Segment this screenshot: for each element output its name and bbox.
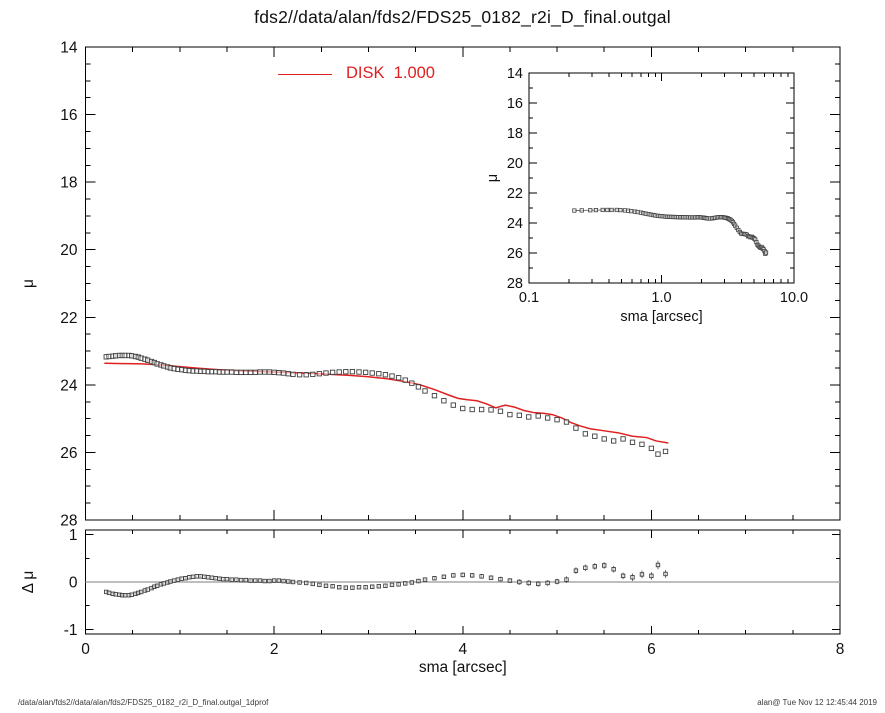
inset-plot: 0.1 1.0 10.0 14 16 18 20 22 24 26 28 μ sma [arcsec] bbox=[485, 66, 808, 325]
svg-text:1: 1 bbox=[69, 527, 78, 544]
svg-text:18: 18 bbox=[60, 175, 77, 192]
svg-text:1.0: 1.0 bbox=[651, 290, 671, 306]
svg-text:26: 26 bbox=[507, 246, 523, 262]
svg-text:20: 20 bbox=[60, 242, 78, 259]
footer-user-timestamp: alan@ Tue Nov 12 12:45:44 2019 bbox=[757, 698, 877, 707]
svg-text:10.0: 10.0 bbox=[780, 290, 808, 306]
svg-text:-1: -1 bbox=[64, 622, 78, 639]
svg-text:6: 6 bbox=[647, 641, 656, 658]
svg-text:18: 18 bbox=[507, 126, 523, 142]
main-y-axis-label: μ bbox=[20, 279, 37, 288]
svg-text:28: 28 bbox=[60, 513, 77, 530]
shared-x-axis-label: sma [arcsec] bbox=[419, 659, 507, 676]
inset-x-axis-label: sma [arcsec] bbox=[620, 309, 702, 325]
svg-text:26: 26 bbox=[60, 445, 77, 462]
svg-text:24: 24 bbox=[507, 216, 523, 232]
svg-text:0.1: 0.1 bbox=[519, 290, 539, 306]
svg-text:0: 0 bbox=[81, 641, 90, 658]
svg-text:14: 14 bbox=[60, 40, 78, 57]
inset-y-axis-label: μ bbox=[485, 174, 501, 182]
main-plot: 14 16 18 20 22 24 26 28 μ bbox=[20, 40, 841, 530]
observed-points bbox=[103, 352, 669, 457]
svg-text:22: 22 bbox=[60, 310, 77, 327]
svg-text:22: 22 bbox=[507, 186, 523, 202]
svg-text:20: 20 bbox=[507, 156, 523, 172]
legend-label: DISK 1.000 bbox=[346, 64, 435, 82]
svg-text:2: 2 bbox=[270, 641, 279, 658]
svg-text:4: 4 bbox=[458, 641, 467, 658]
residual-y-axis-label: Δ μ bbox=[20, 571, 37, 594]
page-title: fds2//data/alan/fds2/FDS25_0182_r2i_D_fi… bbox=[254, 7, 671, 27]
inset-observed-points bbox=[572, 207, 769, 256]
svg-text:0: 0 bbox=[69, 575, 78, 592]
legend: DISK 1.000 bbox=[278, 64, 435, 83]
svg-text:8: 8 bbox=[836, 641, 845, 658]
residual-points bbox=[104, 560, 668, 598]
svg-text:14: 14 bbox=[507, 66, 523, 82]
svg-text:16: 16 bbox=[60, 107, 77, 124]
svg-text:24: 24 bbox=[60, 377, 78, 394]
legend-line-swatch bbox=[278, 74, 332, 75]
svg-text:28: 28 bbox=[507, 276, 523, 292]
svg-text:16: 16 bbox=[507, 96, 523, 112]
footer-output-path: /data/alan/fds2//data/alan/fds2/FDS25_01… bbox=[18, 698, 269, 707]
